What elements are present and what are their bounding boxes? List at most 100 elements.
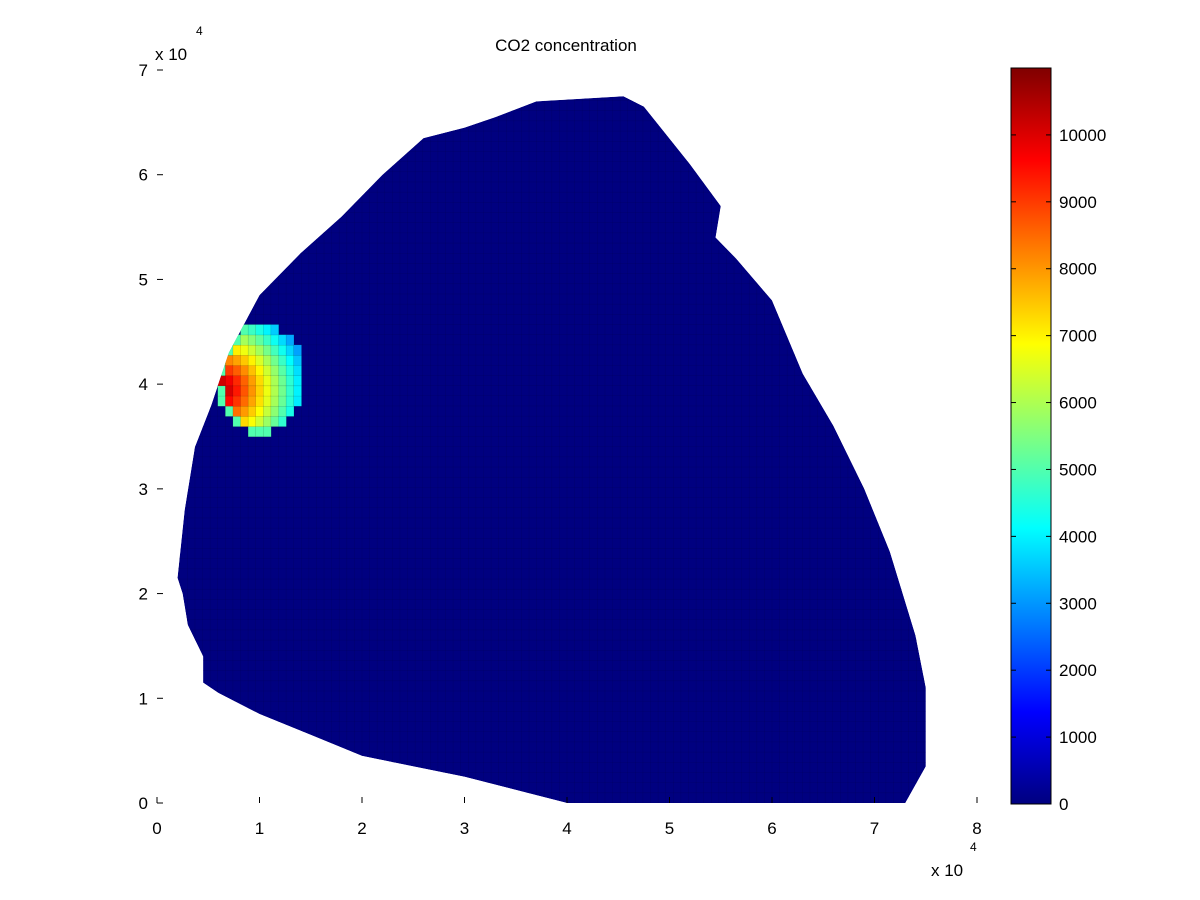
x-tick-label: 3 (460, 819, 469, 838)
plume-cell (255, 405, 264, 417)
x-tick-label: 5 (665, 819, 674, 838)
plume-cell (255, 365, 264, 376)
colorbar-tick-label: 6000 (1059, 394, 1097, 413)
colorbar-tick-label: 5000 (1059, 460, 1097, 479)
plume-cell (285, 395, 295, 407)
plume-cell (270, 365, 279, 376)
plume-cell (217, 375, 226, 387)
plume-cell (278, 405, 287, 417)
plume-cell (247, 334, 257, 346)
plume-cell (255, 354, 264, 366)
x-axis-exponent: x 10 4 (931, 840, 977, 880)
plume-cell (217, 365, 226, 376)
plume-cell (270, 324, 279, 336)
plume-cell (263, 334, 272, 346)
plume-cell (225, 354, 234, 366)
plume-cell (285, 344, 295, 356)
plume-cell (285, 354, 295, 366)
plume-cell (255, 426, 264, 438)
plume-cell (263, 395, 272, 407)
plume-cell (278, 365, 287, 376)
plume-cell (240, 365, 249, 376)
plume-cell (263, 365, 272, 376)
plume-cell (285, 365, 295, 376)
plume-cell (285, 334, 295, 346)
x-tick-label: 1 (255, 819, 264, 838)
plume-cell (278, 344, 287, 356)
y-exponent-base: x 10 (155, 45, 187, 64)
y-tick-label: 6 (139, 166, 148, 185)
plume-cell (240, 334, 249, 346)
plume-cell (255, 324, 264, 336)
x-tick-label: 6 (767, 819, 776, 838)
plume-cell (247, 344, 257, 356)
plume-cell (285, 375, 295, 387)
plume-cell (255, 385, 264, 397)
x-tick-label: 0 (152, 819, 161, 838)
plume-cell (240, 415, 249, 427)
y-exponent-power: 4 (196, 24, 203, 38)
x-exponent-base: x 10 (931, 861, 963, 880)
plume-cell (232, 365, 242, 376)
domain-background (177, 96, 926, 803)
plume-cell (232, 344, 242, 356)
plume-cell (217, 354, 226, 366)
y-tick-label: 4 (139, 375, 148, 394)
colorbar-tick-label: 8000 (1059, 260, 1097, 279)
plume-cell (225, 375, 234, 387)
colorbar-tick-label: 7000 (1059, 327, 1097, 346)
plume-cell (270, 334, 279, 346)
plume-cell (217, 395, 226, 407)
plume-cell (255, 415, 264, 427)
plume-cell (270, 354, 279, 366)
plume-cell (240, 395, 249, 407)
plume-cell (232, 334, 242, 346)
y-tick-label: 3 (139, 480, 148, 499)
plume-cell (240, 324, 249, 336)
plume-cell (263, 344, 272, 356)
chart-title: CO2 concentration (495, 36, 637, 55)
y-axis-exponent: x 10 4 (155, 24, 203, 64)
x-tick-label: 2 (357, 819, 366, 838)
plume-cell (247, 405, 257, 417)
plume-cell (217, 385, 226, 397)
colorbar-tick-label: 2000 (1059, 661, 1097, 680)
plume-cell (240, 405, 249, 417)
y-tick-label: 1 (139, 689, 148, 708)
plume-cell (293, 354, 302, 366)
plume-cell (240, 375, 249, 387)
colorbar-tick-label: 0 (1059, 795, 1068, 814)
plume-cell (270, 385, 279, 397)
plume-cell (240, 344, 249, 356)
plume-cell (225, 334, 234, 346)
plume-cell (263, 375, 272, 387)
plume-cell (240, 385, 249, 397)
plume-cell (247, 385, 257, 397)
plume-cell (225, 395, 234, 407)
plume-cell (263, 405, 272, 417)
plume-cell (225, 405, 234, 417)
colorbar-ticks: 0 1000 2000 3000 4000 5000 6000 7000 8000 9000 100… (1011, 126, 1106, 814)
plume-cell (225, 365, 234, 376)
x-exponent-power: 4 (970, 840, 977, 854)
plume-cell (232, 354, 242, 366)
x-tick-label: 8 (972, 819, 981, 838)
colorbar-tick-label: 3000 (1059, 594, 1097, 613)
plume-cell (263, 354, 272, 366)
y-tick-label: 0 (139, 794, 148, 813)
y-tick-label: 5 (139, 270, 148, 289)
plume-cell (255, 375, 264, 387)
plume-cell (278, 385, 287, 397)
y-tick-label: 7 (139, 61, 148, 80)
plume-cell (232, 375, 242, 387)
plume-cell (247, 375, 257, 387)
plume-cell (285, 405, 295, 417)
plume-cell (225, 344, 234, 356)
plume-cell (255, 395, 264, 407)
plume-cell (247, 415, 257, 427)
plume-cell (247, 395, 257, 407)
plume-cell (217, 344, 226, 356)
y-axis: 0 1 2 3 4 5 6 7 (139, 61, 163, 813)
plume-cell (225, 385, 234, 397)
